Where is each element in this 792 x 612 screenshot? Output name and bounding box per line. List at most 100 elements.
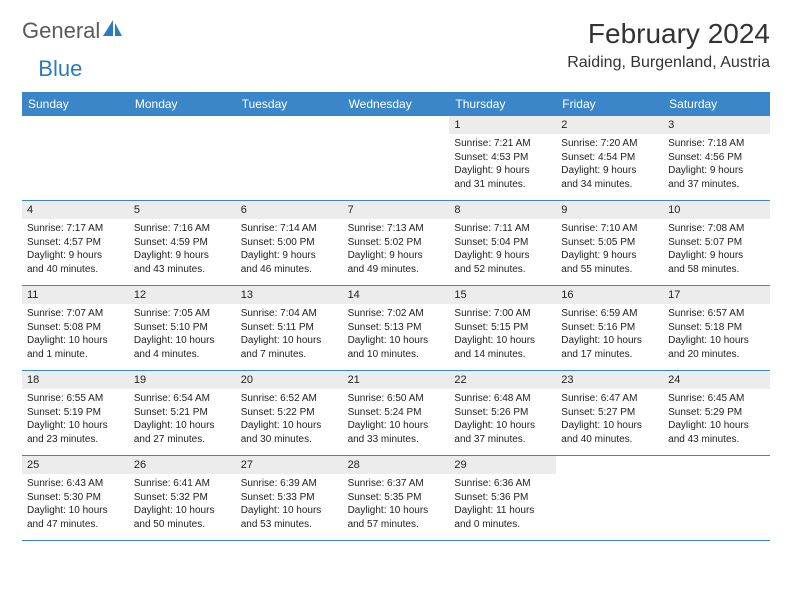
- cell-line-sunset: Sunset: 5:35 PM: [348, 491, 445, 505]
- cell-line-sunrise: Sunrise: 6:37 AM: [348, 477, 445, 491]
- calendar-cell: 7Sunrise: 7:13 AMSunset: 5:02 PMDaylight…: [343, 201, 450, 285]
- calendar-cell: 13Sunrise: 7:04 AMSunset: 5:11 PMDayligh…: [236, 286, 343, 370]
- cell-line-d2: and 33 minutes.: [348, 433, 445, 447]
- day-number: 27: [236, 456, 343, 474]
- cell-body: Sunrise: 6:57 AMSunset: 5:18 PMDaylight:…: [663, 304, 770, 364]
- calendar-cell: 17Sunrise: 6:57 AMSunset: 5:18 PMDayligh…: [663, 286, 770, 370]
- cell-line-sunset: Sunset: 5:36 PM: [454, 491, 551, 505]
- cell-line-d1: Daylight: 10 hours: [241, 419, 338, 433]
- cell-body: Sunrise: 6:55 AMSunset: 5:19 PMDaylight:…: [22, 389, 129, 449]
- cell-line-sunset: Sunset: 5:16 PM: [561, 321, 658, 335]
- day-number: 22: [449, 371, 556, 389]
- cell-line-d2: and 47 minutes.: [27, 518, 124, 532]
- cell-line-sunrise: Sunrise: 7:21 AM: [454, 137, 551, 151]
- cell-line-sunrise: Sunrise: 6:52 AM: [241, 392, 338, 406]
- cell-body: Sunrise: 7:16 AMSunset: 4:59 PMDaylight:…: [129, 219, 236, 279]
- calendar-cell: 5Sunrise: 7:16 AMSunset: 4:59 PMDaylight…: [129, 201, 236, 285]
- cell-line-d1: Daylight: 9 hours: [561, 249, 658, 263]
- day-number: 3: [663, 116, 770, 134]
- cell-line-sunset: Sunset: 5:02 PM: [348, 236, 445, 250]
- cell-line-sunrise: Sunrise: 7:17 AM: [27, 222, 124, 236]
- cell-line-sunrise: Sunrise: 7:11 AM: [454, 222, 551, 236]
- cell-line-sunrise: Sunrise: 6:48 AM: [454, 392, 551, 406]
- title-block: February 2024 Raiding, Burgenland, Austr…: [567, 18, 770, 72]
- cell-body: Sunrise: 7:13 AMSunset: 5:02 PMDaylight:…: [343, 219, 450, 279]
- cell-line-d1: Daylight: 9 hours: [27, 249, 124, 263]
- day-header: Thursday: [449, 92, 556, 116]
- cell-line-sunset: Sunset: 5:19 PM: [27, 406, 124, 420]
- cell-line-d2: and 55 minutes.: [561, 263, 658, 277]
- cell-line-sunset: Sunset: 5:05 PM: [561, 236, 658, 250]
- cell-line-d1: Daylight: 10 hours: [241, 504, 338, 518]
- cell-line-d2: and 4 minutes.: [134, 348, 231, 362]
- cell-line-d1: Daylight: 10 hours: [348, 334, 445, 348]
- day-number: 19: [129, 371, 236, 389]
- cell-line-sunset: Sunset: 4:56 PM: [668, 151, 765, 165]
- calendar-cell: 1Sunrise: 7:21 AMSunset: 4:53 PMDaylight…: [449, 116, 556, 200]
- logo: General: [22, 18, 126, 44]
- cell-line-sunrise: Sunrise: 6:45 AM: [668, 392, 765, 406]
- cell-body: Sunrise: 7:04 AMSunset: 5:11 PMDaylight:…: [236, 304, 343, 364]
- cell-line-sunrise: Sunrise: 7:04 AM: [241, 307, 338, 321]
- cell-line-d1: Daylight: 11 hours: [454, 504, 551, 518]
- cell-line-sunset: Sunset: 5:33 PM: [241, 491, 338, 505]
- cell-line-sunrise: Sunrise: 7:16 AM: [134, 222, 231, 236]
- cell-line-sunset: Sunset: 5:27 PM: [561, 406, 658, 420]
- cell-line-sunset: Sunset: 5:10 PM: [134, 321, 231, 335]
- cell-line-d1: Daylight: 10 hours: [348, 504, 445, 518]
- cell-line-d1: Daylight: 10 hours: [134, 334, 231, 348]
- cell-line-sunrise: Sunrise: 7:05 AM: [134, 307, 231, 321]
- day-number: 14: [343, 286, 450, 304]
- cell-line-d2: and 49 minutes.: [348, 263, 445, 277]
- cell-line-d2: and 57 minutes.: [348, 518, 445, 532]
- cell-line-d1: Daylight: 9 hours: [454, 249, 551, 263]
- calendar-cell: 9Sunrise: 7:10 AMSunset: 5:05 PMDaylight…: [556, 201, 663, 285]
- cell-line-d2: and 31 minutes.: [454, 178, 551, 192]
- cell-line-sunset: Sunset: 5:21 PM: [134, 406, 231, 420]
- cell-line-d2: and 34 minutes.: [561, 178, 658, 192]
- cell-line-sunset: Sunset: 5:04 PM: [454, 236, 551, 250]
- cell-body: Sunrise: 6:45 AMSunset: 5:29 PMDaylight:…: [663, 389, 770, 449]
- cell-line-d1: Daylight: 10 hours: [241, 334, 338, 348]
- cell-line-sunset: Sunset: 5:15 PM: [454, 321, 551, 335]
- cell-body: Sunrise: 6:52 AMSunset: 5:22 PMDaylight:…: [236, 389, 343, 449]
- day-number: 9: [556, 201, 663, 219]
- cell-line-sunrise: Sunrise: 6:50 AM: [348, 392, 445, 406]
- cell-line-sunset: Sunset: 5:32 PM: [134, 491, 231, 505]
- day-number: 5: [129, 201, 236, 219]
- day-number: 16: [556, 286, 663, 304]
- cell-line-sunrise: Sunrise: 7:02 AM: [348, 307, 445, 321]
- cell-line-sunrise: Sunrise: 6:47 AM: [561, 392, 658, 406]
- cell-line-d2: and 50 minutes.: [134, 518, 231, 532]
- calendar-cell: 22Sunrise: 6:48 AMSunset: 5:26 PMDayligh…: [449, 371, 556, 455]
- day-number: 18: [22, 371, 129, 389]
- day-number: 6: [236, 201, 343, 219]
- day-number: 2: [556, 116, 663, 134]
- cell-body: Sunrise: 7:00 AMSunset: 5:15 PMDaylight:…: [449, 304, 556, 364]
- cell-body: Sunrise: 6:39 AMSunset: 5:33 PMDaylight:…: [236, 474, 343, 534]
- cell-line-sunset: Sunset: 5:30 PM: [27, 491, 124, 505]
- day-header: Monday: [129, 92, 236, 116]
- calendar-cell-empty: [663, 456, 770, 540]
- cell-body: Sunrise: 6:43 AMSunset: 5:30 PMDaylight:…: [22, 474, 129, 534]
- cell-line-d1: Daylight: 10 hours: [27, 419, 124, 433]
- cell-line-d2: and 0 minutes.: [454, 518, 551, 532]
- calendar-cell: 29Sunrise: 6:36 AMSunset: 5:36 PMDayligh…: [449, 456, 556, 540]
- cell-line-sunset: Sunset: 5:29 PM: [668, 406, 765, 420]
- cell-line-d1: Daylight: 9 hours: [668, 164, 765, 178]
- cell-line-d1: Daylight: 9 hours: [134, 249, 231, 263]
- cell-body: Sunrise: 7:02 AMSunset: 5:13 PMDaylight:…: [343, 304, 450, 364]
- cell-line-sunrise: Sunrise: 6:54 AM: [134, 392, 231, 406]
- weeks-container: 1Sunrise: 7:21 AMSunset: 4:53 PMDaylight…: [22, 116, 770, 541]
- day-header: Friday: [556, 92, 663, 116]
- week-row: 18Sunrise: 6:55 AMSunset: 5:19 PMDayligh…: [22, 371, 770, 456]
- cell-body: Sunrise: 7:10 AMSunset: 5:05 PMDaylight:…: [556, 219, 663, 279]
- day-number: 25: [22, 456, 129, 474]
- cell-line-sunrise: Sunrise: 6:39 AM: [241, 477, 338, 491]
- cell-line-d2: and 43 minutes.: [134, 263, 231, 277]
- cell-line-d2: and 37 minutes.: [668, 178, 765, 192]
- cell-line-sunrise: Sunrise: 6:57 AM: [668, 307, 765, 321]
- cell-body: Sunrise: 6:50 AMSunset: 5:24 PMDaylight:…: [343, 389, 450, 449]
- day-number: 7: [343, 201, 450, 219]
- cell-line-sunset: Sunset: 5:00 PM: [241, 236, 338, 250]
